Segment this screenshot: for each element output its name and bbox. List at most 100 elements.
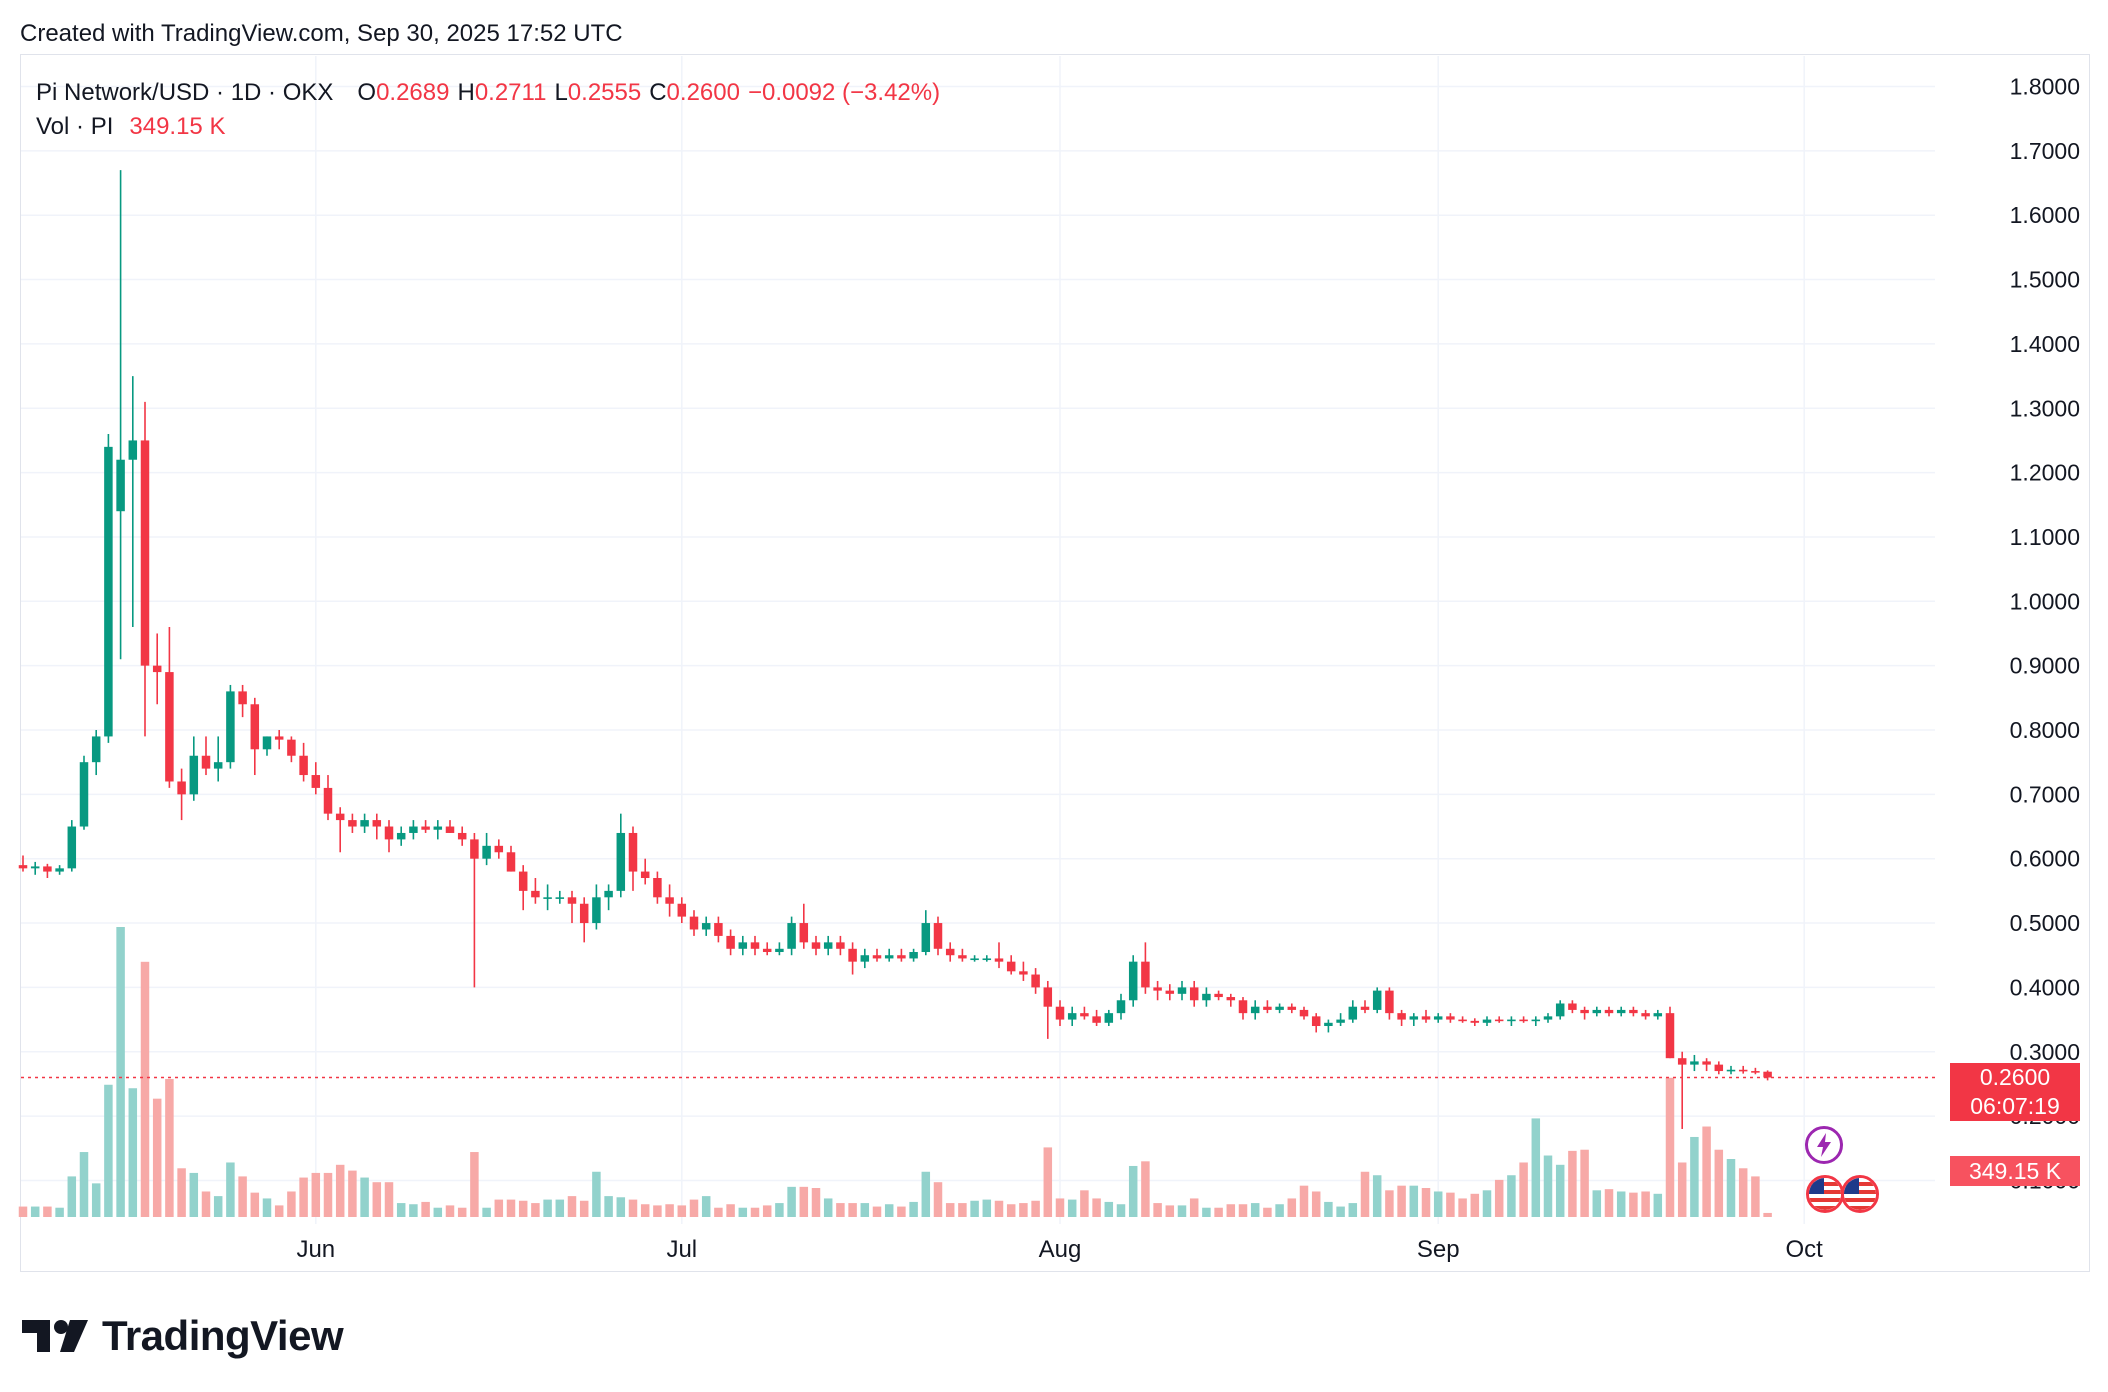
y-tick-label-8: 1.0000 — [2010, 588, 2080, 614]
candle-50 — [628, 826, 638, 891]
candle-46 — [579, 897, 589, 943]
volume-bar-4 — [67, 1176, 77, 1217]
candle-92 — [1141, 942, 1150, 994]
volume-bar-141 — [1738, 1168, 1748, 1217]
candle-16 — [213, 736, 223, 782]
volume-bar-110 — [1360, 1171, 1370, 1217]
volume-bar-86 — [1067, 1199, 1077, 1217]
us-flag-event-icon[interactable] — [1841, 1175, 1879, 1213]
candle-137 — [1690, 1054, 1699, 1072]
candle-22 — [287, 736, 296, 763]
candlesticks — [18, 170, 1772, 1129]
y-tick-label-2: 1.6000 — [2010, 202, 2080, 228]
volume-bars — [18, 927, 1772, 1217]
candle-27 — [348, 813, 357, 833]
volume-bar-96 — [1189, 1198, 1199, 1217]
tradingview-brand[interactable]: TradingView — [22, 1312, 344, 1360]
volume-bar-78 — [970, 1200, 979, 1217]
volume-bar-33 — [421, 1201, 430, 1217]
volume-bar-120 — [1482, 1190, 1492, 1217]
candle-142 — [1751, 1067, 1760, 1075]
volume-bar-115 — [1421, 1188, 1431, 1217]
candle-23 — [299, 742, 308, 782]
volume-bar-51 — [640, 1204, 650, 1217]
candle-93 — [1153, 980, 1162, 1001]
volume-bar-69 — [860, 1203, 870, 1217]
lightning-event-icon[interactable] — [1805, 1126, 1843, 1164]
volume-bar-112 — [1385, 1190, 1394, 1217]
candle-96 — [1189, 980, 1199, 1007]
chart-frame[interactable] — [20, 54, 2090, 1272]
volume-bar-46 — [579, 1200, 589, 1217]
volume-bar-59 — [738, 1207, 748, 1217]
volume-bar-13 — [177, 1168, 186, 1217]
candle-124 — [1531, 1016, 1541, 1027]
volume-bar-82 — [1019, 1203, 1028, 1217]
volume-bar-92 — [1141, 1161, 1150, 1217]
candle-47 — [592, 884, 601, 930]
volume-bar-25 — [323, 1172, 333, 1217]
chart-legend: Pi Network/USD · 1D · OKX O 0.2689 H 0.271… — [36, 76, 940, 144]
y-tick-label-15: 0.3000 — [2010, 1039, 2080, 1065]
y-tick-label-11: 0.7000 — [2010, 781, 2080, 807]
us-flag-event-icon-2[interactable] — [1806, 1175, 1844, 1213]
volume-bar-19 — [250, 1192, 260, 1217]
volume-bar-3 — [55, 1207, 64, 1217]
y-tick-label-9: 0.9000 — [2010, 653, 2080, 679]
volume-bar-40 — [506, 1199, 516, 1217]
legend-high-value: 0.2711 — [474, 79, 547, 106]
volume-bar-18 — [238, 1176, 247, 1217]
volume-bar-30 — [384, 1182, 394, 1217]
volume-bar-35 — [445, 1205, 455, 1217]
candle-9 — [128, 376, 138, 628]
volume-bar-6 — [91, 1183, 101, 1217]
candle-45 — [567, 890, 577, 924]
candle-8 — [116, 170, 125, 660]
candle-75 — [933, 916, 943, 956]
candle-125 — [1543, 1013, 1553, 1023]
volume-bar-39 — [494, 1199, 504, 1217]
candle-43 — [543, 884, 552, 911]
volume-bar-62 — [775, 1203, 784, 1217]
candle-64 — [799, 903, 809, 949]
volume-bar-138 — [1702, 1126, 1711, 1217]
candle-67 — [836, 935, 845, 956]
volume-bar-134 — [1653, 1193, 1663, 1217]
y-tick-label-1: 1.7000 — [2010, 138, 2080, 164]
volume-bar-61 — [762, 1205, 772, 1217]
volume-bar-135 — [1665, 1077, 1675, 1217]
volume-bar-14 — [189, 1172, 199, 1217]
x-tick-label-aug: Aug — [1039, 1236, 1082, 1263]
y-tick-label-4: 1.4000 — [2010, 331, 2080, 357]
candle-1 — [30, 861, 40, 875]
volume-bar-41 — [518, 1200, 528, 1217]
candle-138 — [1702, 1058, 1711, 1072]
candle-84 — [1043, 980, 1053, 1039]
volume-bar-107 — [1324, 1201, 1333, 1217]
volume-bar-67 — [836, 1203, 845, 1217]
volume-bar-98 — [1214, 1207, 1223, 1217]
candle-120 — [1482, 1016, 1492, 1027]
volume-bar-128 — [1580, 1149, 1589, 1217]
candle-25 — [323, 775, 333, 821]
volume-bar-129 — [1592, 1190, 1602, 1217]
volume-bar-24 — [311, 1172, 321, 1217]
candle-54 — [677, 897, 687, 924]
volume-bar-53 — [665, 1204, 674, 1217]
candle-68 — [848, 942, 857, 975]
candle-4 — [67, 820, 77, 872]
volume-bar-137 — [1690, 1136, 1699, 1217]
volume-bar-100 — [1238, 1204, 1248, 1217]
volume-bar-81 — [1006, 1204, 1016, 1217]
legend-close-value: 0.2600 — [666, 79, 740, 106]
candle-132 — [1629, 1006, 1638, 1017]
volume-bar-136 — [1677, 1162, 1687, 1217]
legend-symbol[interactable]: Pi Network/USD · 1D · OKX — [36, 79, 334, 106]
candle-70 — [872, 948, 882, 962]
volume-bar-57 — [714, 1207, 723, 1217]
candle-89 — [1104, 1009, 1114, 1027]
volume-bar-109 — [1348, 1203, 1358, 1217]
legend-volume-label[interactable]: Vol · PI — [36, 113, 114, 140]
y-tick-label-3: 1.5000 — [2010, 267, 2080, 293]
